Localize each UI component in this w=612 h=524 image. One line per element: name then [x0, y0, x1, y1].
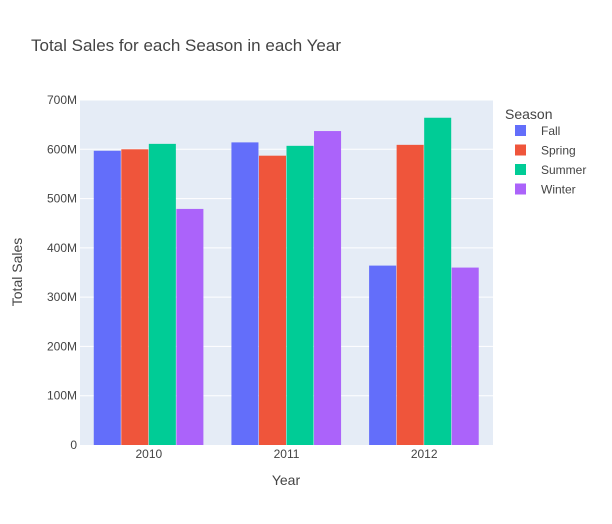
legend-item-spring[interactable]: Spring [515, 144, 576, 158]
bar-summer-2011[interactable] [286, 145, 314, 446]
bar-spring-2012[interactable] [396, 144, 424, 445]
y-tick-label: 0 [70, 438, 77, 452]
legend-swatch [515, 125, 526, 136]
bar-winter-2010[interactable] [176, 208, 204, 445]
legend-item-winter[interactable]: Winter [515, 183, 576, 197]
bars [93, 117, 479, 446]
legend-title: Season [505, 106, 552, 122]
legend-label: Winter [541, 183, 576, 197]
legend-swatch [515, 164, 526, 175]
y-tick-label: 600M [47, 142, 77, 156]
bar-spring-2010[interactable] [121, 149, 149, 446]
y-tick-label: 700M [47, 93, 77, 107]
x-tick-label: 2011 [274, 447, 300, 461]
bar-spring-2011[interactable] [258, 155, 286, 445]
x-tick-label: 2012 [411, 447, 438, 461]
x-tick-labels: 2010 2011 2012 [135, 447, 437, 461]
bar-summer-2010[interactable] [148, 143, 176, 445]
y-tick-labels: 0 100M 200M 300M 400M 500M 600M 700M [47, 93, 77, 452]
bar-winter-2011[interactable] [314, 131, 342, 446]
legend-swatch [515, 144, 526, 156]
bar-fall-2011[interactable] [231, 142, 259, 445]
y-tick-label: 400M [47, 241, 77, 255]
chart-title: Total Sales for each Season in each Year [31, 36, 341, 55]
x-axis-title: Year [272, 472, 301, 488]
legend-item-summer[interactable]: Summer [515, 163, 586, 177]
y-tick-label: 500M [47, 192, 77, 206]
bar-fall-2010[interactable] [93, 150, 121, 445]
legend-swatch [515, 183, 526, 195]
legend-label: Fall [541, 124, 560, 138]
x-tick-label: 2010 [135, 447, 162, 461]
y-tick-label: 300M [47, 290, 77, 304]
y-axis-title: Total Sales [9, 238, 25, 306]
legend-label: Summer [541, 163, 586, 177]
y-tick-label: 200M [47, 339, 77, 353]
legend-item-fall[interactable]: Fall [515, 124, 560, 138]
bar-fall-2012[interactable] [369, 265, 397, 445]
bar-winter-2012[interactable] [451, 267, 479, 445]
legend[interactable]: Fall Spring Summer Winter [515, 124, 586, 197]
legend-label: Spring [541, 144, 576, 158]
bar-summer-2012[interactable] [424, 117, 452, 445]
y-tick-label: 100M [47, 389, 77, 403]
